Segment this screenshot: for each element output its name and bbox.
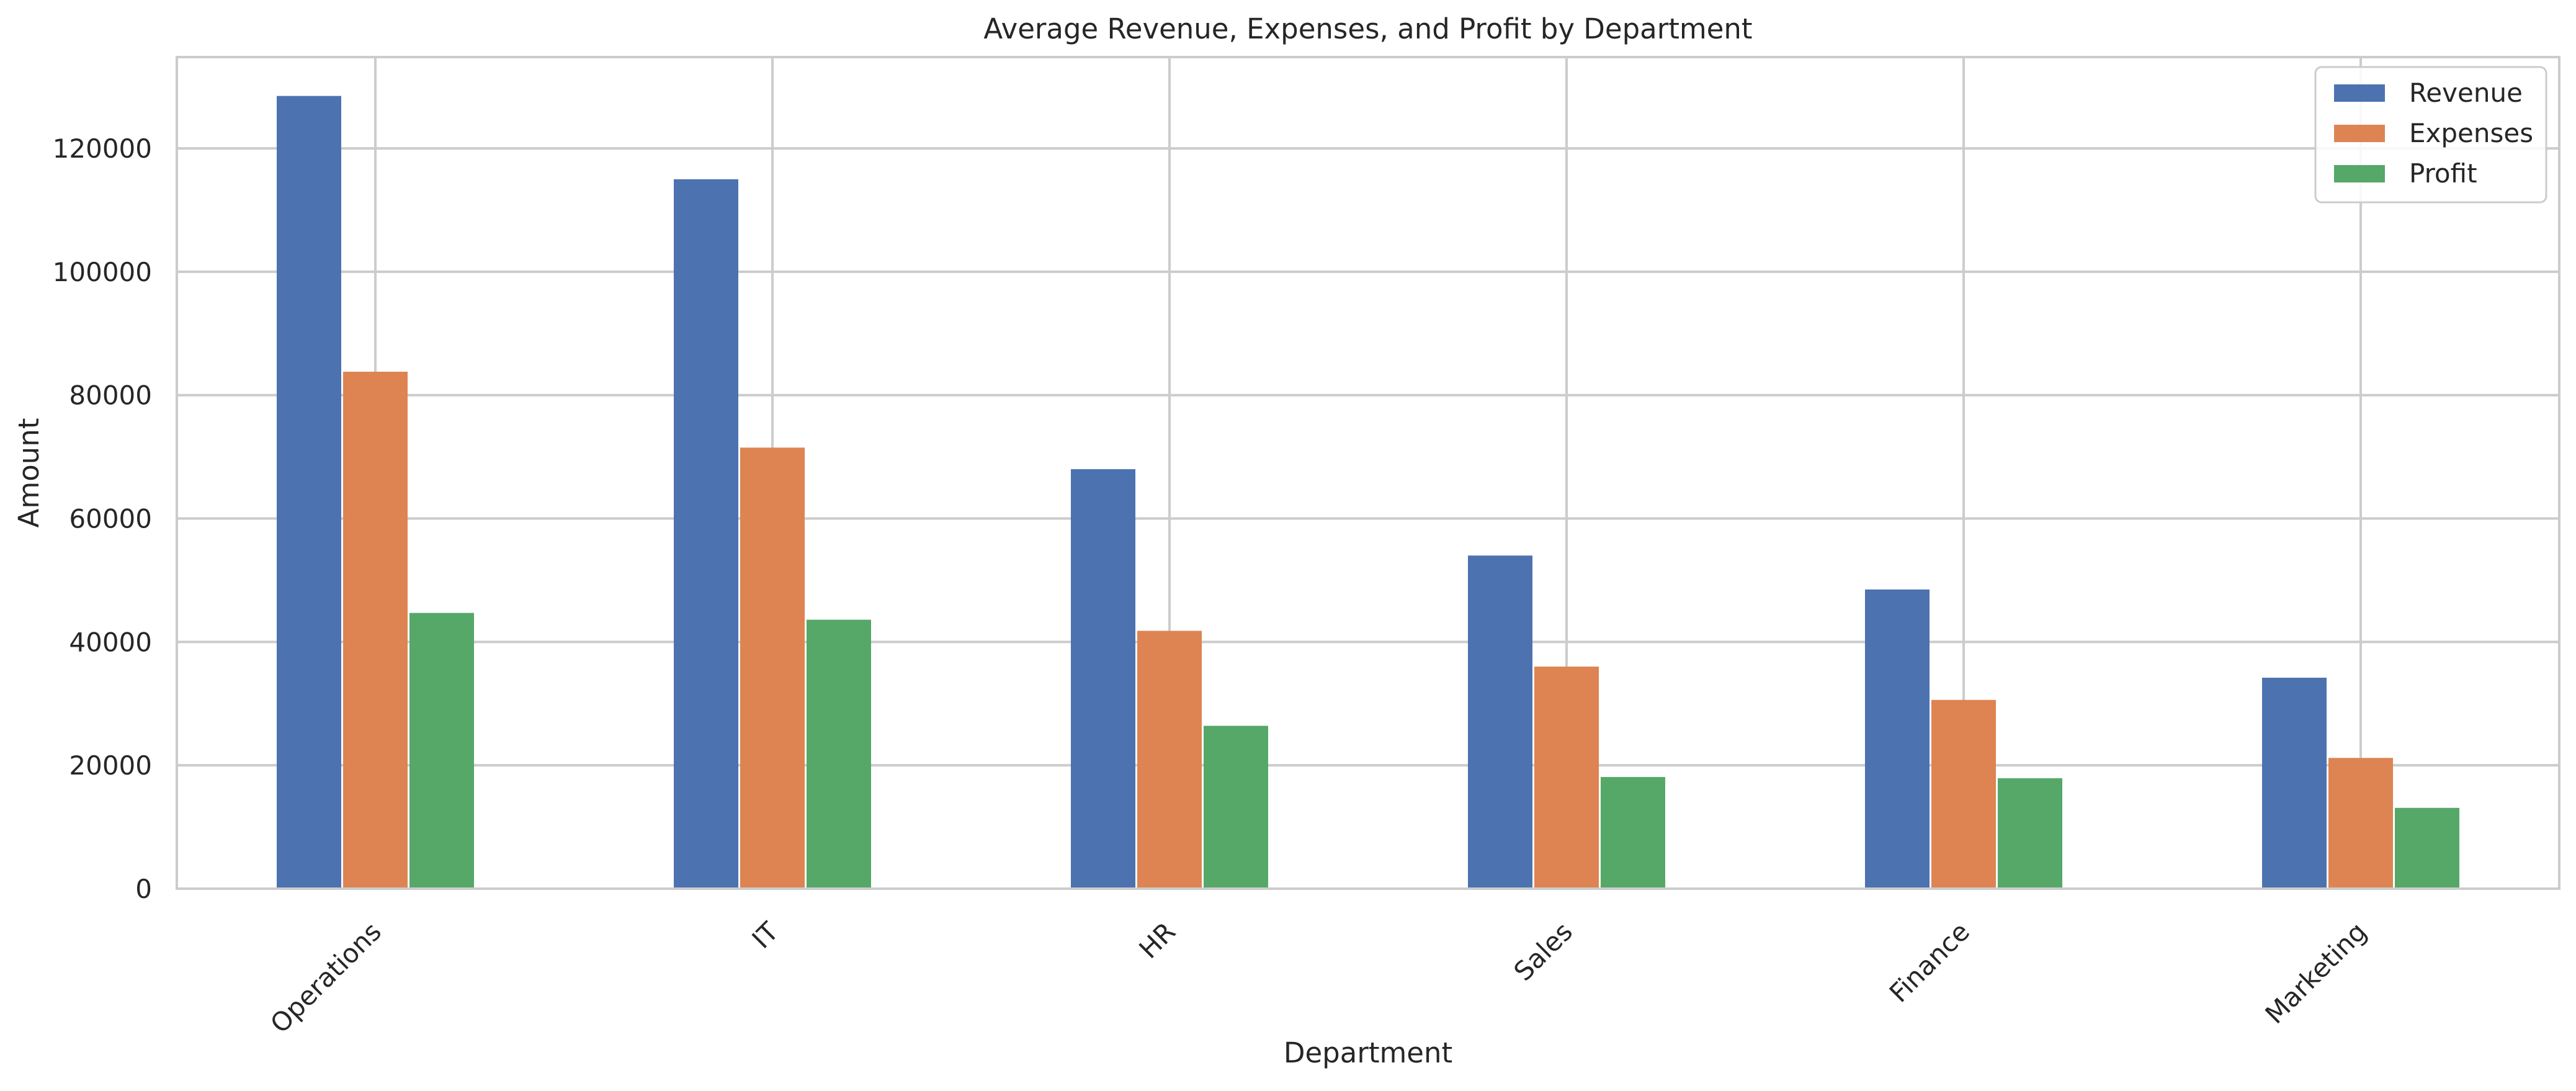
y-tick-label: 0 (135, 874, 152, 904)
bar-expenses-finance (1931, 699, 1996, 889)
bar-revenue-operations (277, 96, 341, 889)
bar-profit-hr (1204, 725, 1268, 889)
legend-label-expenses: Expenses (2409, 118, 2533, 148)
bar-profit-operations (409, 613, 474, 889)
plot-frame (176, 56, 2560, 890)
x-axis-label: Department (1284, 1036, 1452, 1069)
y-axis-ticks: 0 20000 40000 60000 80000 100000 120000 (53, 133, 152, 904)
y-tick-label: 60000 (69, 504, 152, 534)
bar-revenue-it (674, 179, 738, 889)
legend-label-revenue: Revenue (2409, 78, 2523, 108)
bar-profit-sales (1601, 777, 1665, 889)
legend-swatch-profit (2334, 165, 2385, 182)
legend: Revenue Expenses Profit (2314, 66, 2547, 204)
bar-expenses-it (740, 447, 805, 889)
y-tick-label: 20000 (69, 750, 152, 781)
bar-expenses-hr (1137, 631, 1202, 889)
bar-revenue-hr (1071, 469, 1135, 889)
chart-title: Average Revenue, Expenses, and Profit by… (983, 12, 1752, 45)
y-tick-label: 100000 (53, 257, 152, 287)
bar-expenses-marketing (2328, 758, 2393, 889)
y-tick-label: 80000 (69, 380, 152, 411)
y-tick-label: 120000 (53, 133, 152, 164)
bar-profit-finance (1998, 778, 2062, 889)
legend-swatch-expenses (2334, 125, 2385, 142)
bars-layer (277, 96, 2459, 889)
bar-expenses-sales (1534, 667, 1599, 889)
legend-label-profit: Profit (2409, 158, 2477, 189)
legend-swatch-revenue (2334, 84, 2385, 102)
y-tick-label: 40000 (69, 627, 152, 657)
bar-revenue-marketing (2262, 678, 2327, 889)
y-axis-label: Amount (12, 418, 45, 528)
bar-profit-it (807, 619, 871, 889)
bar-profit-marketing (2395, 807, 2459, 889)
bar-expenses-operations (343, 371, 408, 889)
bar-revenue-finance (1865, 589, 1930, 889)
bar-revenue-sales (1468, 555, 1532, 889)
